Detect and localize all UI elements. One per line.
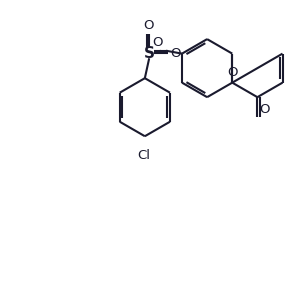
Text: O: O — [170, 47, 181, 60]
Text: O: O — [259, 103, 270, 116]
Text: S: S — [144, 45, 155, 61]
Text: O: O — [227, 66, 237, 79]
Text: O: O — [143, 19, 154, 32]
Text: Cl: Cl — [137, 149, 150, 162]
Text: O: O — [152, 36, 162, 49]
